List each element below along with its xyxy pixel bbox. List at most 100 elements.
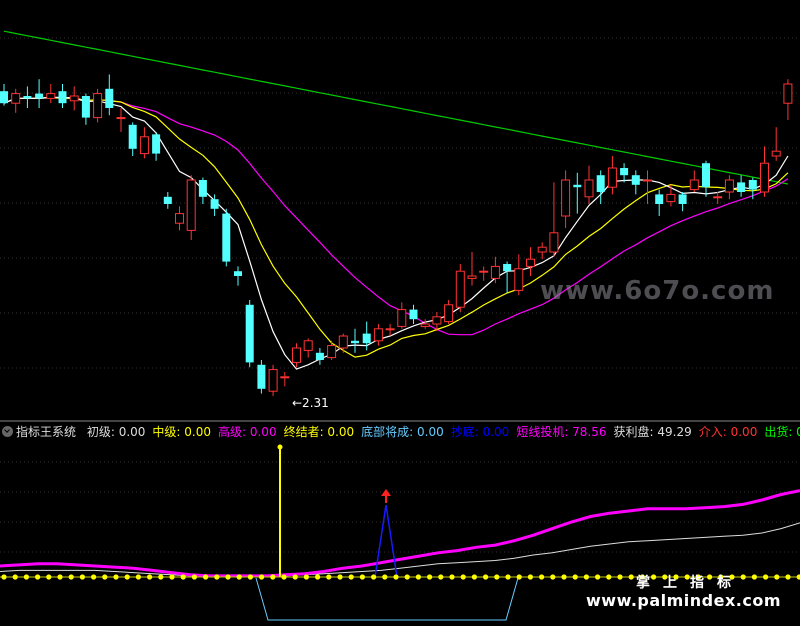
- baseline-dot: [359, 574, 365, 580]
- legend-item: 抄底: 0.00: [450, 425, 510, 439]
- candle-body: [561, 179, 571, 217]
- candle-body: [11, 93, 21, 104]
- baseline-dot: [113, 574, 119, 580]
- baseline-dot: [68, 574, 74, 580]
- profit-line: [0, 522, 800, 577]
- candle-body: [432, 316, 442, 325]
- legend-item: 初级: 0.00: [86, 425, 146, 439]
- collapse-icon[interactable]: [2, 426, 13, 437]
- baseline-dot: [583, 574, 590, 580]
- baseline-dot: [718, 574, 724, 580]
- watermark-brand: 掌上指标: [636, 575, 744, 591]
- candle-body: [116, 117, 126, 120]
- baseline-dot: [326, 574, 332, 580]
- candle-body: [397, 309, 407, 327]
- candle-body: [678, 194, 687, 204]
- legend-item: 终结者: 0.00: [283, 425, 355, 439]
- watermark-domain: www.6o7o.com: [540, 276, 775, 306]
- baseline-dot: [539, 574, 545, 580]
- baseline-dot: [180, 574, 186, 580]
- indicator-name[interactable]: 指标王系统: [16, 425, 77, 439]
- speculation-line: [0, 489, 800, 578]
- candle-body: [724, 179, 734, 193]
- baseline-dot: [651, 574, 657, 580]
- candle-body: [643, 179, 652, 182]
- candle-body: [503, 264, 512, 272]
- candle-body: [163, 196, 172, 204]
- baseline-dot: [259, 574, 265, 580]
- candle-body: [81, 96, 90, 118]
- low-price-label: ←2.31: [292, 396, 329, 410]
- candle-body: [69, 95, 79, 102]
- baseline-dot: [606, 574, 612, 580]
- candle-body: [713, 196, 723, 199]
- candle-body: [537, 246, 547, 253]
- candle-body: [351, 340, 359, 344]
- candle-body: [128, 124, 137, 149]
- baseline-dot: [796, 574, 800, 580]
- ma-short-line: [3, 96, 789, 370]
- baseline-dot: [505, 574, 511, 580]
- candle-body: [245, 304, 254, 363]
- candle-body: [444, 304, 454, 323]
- baseline-dot: [404, 574, 410, 580]
- baseline-dot: [785, 574, 791, 580]
- baseline-dot: [617, 574, 623, 580]
- candle-body: [268, 369, 278, 392]
- candle-body: [702, 163, 710, 188]
- baseline-dot: [695, 574, 702, 580]
- baseline-dot: [684, 574, 690, 580]
- candle-body: [689, 179, 699, 191]
- baseline-dot: [595, 574, 601, 580]
- candle-body: [362, 333, 371, 344]
- baseline-dot: [337, 574, 343, 580]
- ma-mid-line: [3, 96, 789, 358]
- baseline-dot: [707, 574, 713, 580]
- candle-body: [655, 194, 664, 204]
- baseline-dot: [561, 574, 567, 580]
- baseline-dot: [79, 574, 85, 580]
- candle-body: [139, 136, 149, 155]
- baseline-dot: [673, 574, 679, 580]
- candle-body: [409, 309, 418, 320]
- candle-body: [234, 271, 242, 276]
- baseline-dot: [214, 574, 220, 580]
- candle-body: [152, 134, 161, 154]
- baseline-dot: [639, 574, 646, 580]
- ma-xlong-line: [3, 30, 789, 185]
- baseline-dot: [158, 574, 164, 580]
- candle-body: [198, 180, 207, 197]
- candle-body: [280, 376, 290, 379]
- candle-body: [771, 150, 781, 157]
- baseline-dot: [270, 574, 276, 580]
- baseline-dot: [1, 574, 7, 580]
- baseline-dot: [57, 574, 63, 580]
- candle-body: [783, 83, 793, 104]
- baseline-dot: [303, 574, 309, 580]
- baseline-dot: [382, 574, 388, 580]
- baseline-dot: [729, 574, 735, 580]
- baseline-dot: [550, 574, 556, 580]
- candle-body: [760, 162, 769, 193]
- indicator-legend: 指标王系统 初级: 0.00 中级: 0.00 高级: 0.00 终结者: 0.00 底…: [0, 423, 800, 441]
- candle-body: [467, 275, 477, 279]
- baseline-dot: [516, 574, 522, 580]
- candle-body: [175, 213, 184, 224]
- candle-body: [620, 168, 629, 176]
- legend-item: 获利盘: 49.29: [613, 425, 692, 439]
- buy-arrow-icon: [381, 489, 391, 496]
- candle-body: [303, 340, 313, 351]
- candle-body: [631, 175, 640, 185]
- baseline-dot: [371, 574, 377, 580]
- baseline-dot: [124, 574, 130, 580]
- candle-body: [93, 93, 103, 119]
- candle-body: [23, 96, 32, 99]
- baseline-dot: [203, 574, 209, 580]
- legend-item: 中级: 0.00: [152, 425, 211, 439]
- baseline-dot: [236, 574, 242, 580]
- candle-body: [257, 364, 266, 389]
- candle-body: [186, 179, 196, 231]
- baseline-dot: [191, 574, 197, 580]
- bottom-buy-spike: [374, 504, 398, 578]
- baseline-dot: [12, 574, 18, 580]
